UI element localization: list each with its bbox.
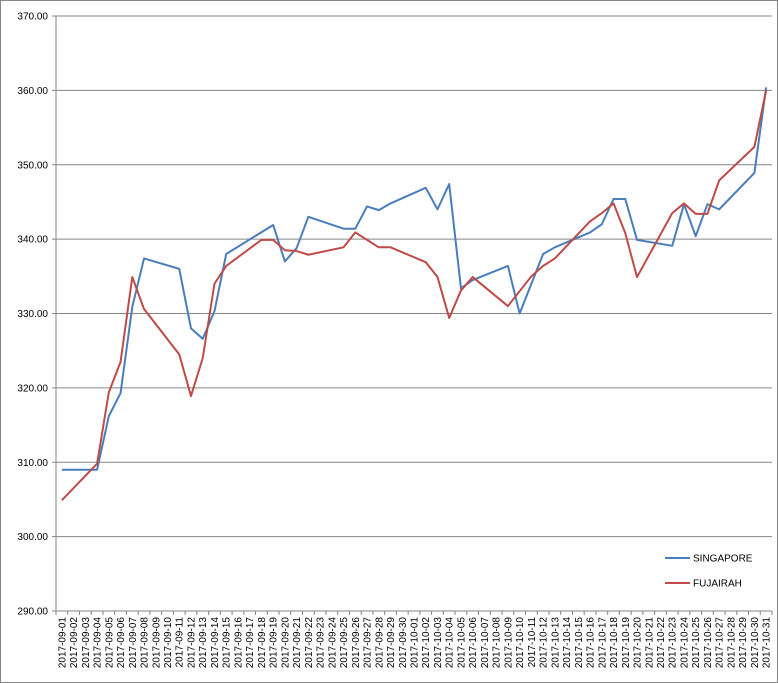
x-tick-label: 2017-10-06 (468, 617, 479, 669)
y-tick-label: 350.00 (17, 160, 48, 171)
x-tick-label: 2017-10-18 (609, 617, 620, 669)
x-tick-label: 2017-10-10 (515, 617, 526, 669)
series-line (61, 87, 768, 471)
x-tick-label: 2017-09-15 (222, 617, 233, 669)
legend-label: SINGAPORE (693, 554, 753, 565)
x-tick-label: 2017-09-18 (257, 617, 268, 669)
x-tick-label: 2017-10-27 (715, 617, 726, 669)
x-tick-label: 2017-09-23 (316, 617, 327, 669)
x-tick-label: 2017-09-05 (104, 617, 115, 669)
x-tick-label: 2017-10-21 (644, 617, 655, 669)
y-tick-label: 370.00 (17, 12, 48, 23)
x-tick-label: 2017-09-10 (163, 617, 174, 669)
y-tick-label: 330.00 (17, 309, 48, 320)
x-tick-label: 2017-09-19 (269, 617, 280, 669)
x-tick-label: 2017-10-24 (679, 617, 690, 669)
x-tick-label: 2017-10-08 (492, 617, 503, 669)
x-tick-label: 2017-09-13 (198, 617, 209, 669)
x-tick-label: 2017-10-17 (597, 617, 608, 669)
x-tick-label: 2017-09-26 (351, 617, 362, 669)
x-tick-label: 2017-10-05 (456, 617, 467, 669)
x-tick-label: 2017-10-13 (550, 617, 561, 669)
x-tick-label: 2017-09-20 (280, 617, 291, 669)
legend-label: FUJAIRAH (693, 579, 742, 590)
x-tick-label: 2017-09-24 (327, 617, 338, 669)
series-line (61, 90, 768, 501)
x-tick-label: 2017-10-22 (656, 617, 667, 669)
x-tick-label: 2017-10-25 (691, 617, 702, 669)
x-tick-label: 2017-10-19 (621, 617, 632, 669)
x-tick-label: 2017-09-03 (81, 617, 92, 669)
x-tick-label: 2017-10-31 (762, 617, 773, 669)
x-tick-label: 2017-09-22 (304, 617, 315, 669)
x-tick-label: 2017-09-12 (186, 617, 197, 669)
x-tick-label: 2017-09-14 (210, 617, 221, 669)
x-tick-label: 2017-09-09 (151, 617, 162, 669)
x-tick-label: 2017-09-11 (175, 617, 186, 668)
x-tick-label: 2017-09-16 (233, 617, 244, 669)
x-tick-label: 2017-10-11 (527, 617, 538, 668)
y-tick-label: 340.00 (17, 235, 48, 246)
x-tick-label: 2017-10-07 (480, 617, 491, 669)
x-tick-label: 2017-10-23 (668, 617, 679, 669)
x-tick-label: 2017-09-25 (339, 617, 350, 669)
x-tick-label: 2017-10-16 (586, 617, 597, 669)
x-tick-label: 2017-09-08 (140, 617, 151, 669)
x-tick-label: 2017-09-02 (69, 617, 80, 669)
x-tick-label: 2017-10-03 (433, 617, 444, 669)
y-tick-label: 310.00 (17, 458, 48, 469)
x-tick-label: 2017-09-21 (292, 617, 303, 669)
x-tick-label: 2017-09-17 (245, 617, 256, 669)
y-tick-label: 320.00 (17, 383, 48, 394)
x-tick-label: 2017-09-29 (386, 617, 397, 669)
x-tick-label: 2017-10-01 (410, 617, 421, 669)
x-tick-label: 2017-09-04 (93, 617, 104, 669)
y-tick-label: 290.00 (17, 607, 48, 618)
x-tick-label: 2017-10-12 (539, 617, 550, 669)
x-tick-label: 2017-10-28 (726, 617, 737, 669)
x-tick-label: 2017-09-28 (374, 617, 385, 669)
y-tick-label: 360.00 (17, 86, 48, 97)
x-tick-label: 2017-09-07 (128, 617, 139, 669)
x-tick-label: 2017-09-01 (57, 617, 68, 669)
y-tick-label: 300.00 (17, 532, 48, 543)
x-tick-label: 2017-10-26 (703, 617, 714, 669)
x-tick-label: 2017-10-20 (633, 617, 644, 669)
x-tick-label: 2017-10-04 (445, 617, 456, 669)
x-tick-label: 2017-09-27 (363, 617, 374, 669)
x-tick-label: 2017-09-30 (398, 617, 409, 669)
x-tick-label: 2017-09-06 (116, 617, 127, 669)
x-tick-label: 2017-10-02 (421, 617, 432, 669)
x-tick-label: 2017-10-29 (738, 617, 749, 669)
x-tick-label: 2017-10-09 (503, 617, 514, 669)
x-tick-label: 2017-10-30 (750, 617, 761, 669)
x-tick-label: 2017-10-14 (562, 617, 573, 669)
x-tick-label: 2017-10-15 (574, 617, 585, 669)
